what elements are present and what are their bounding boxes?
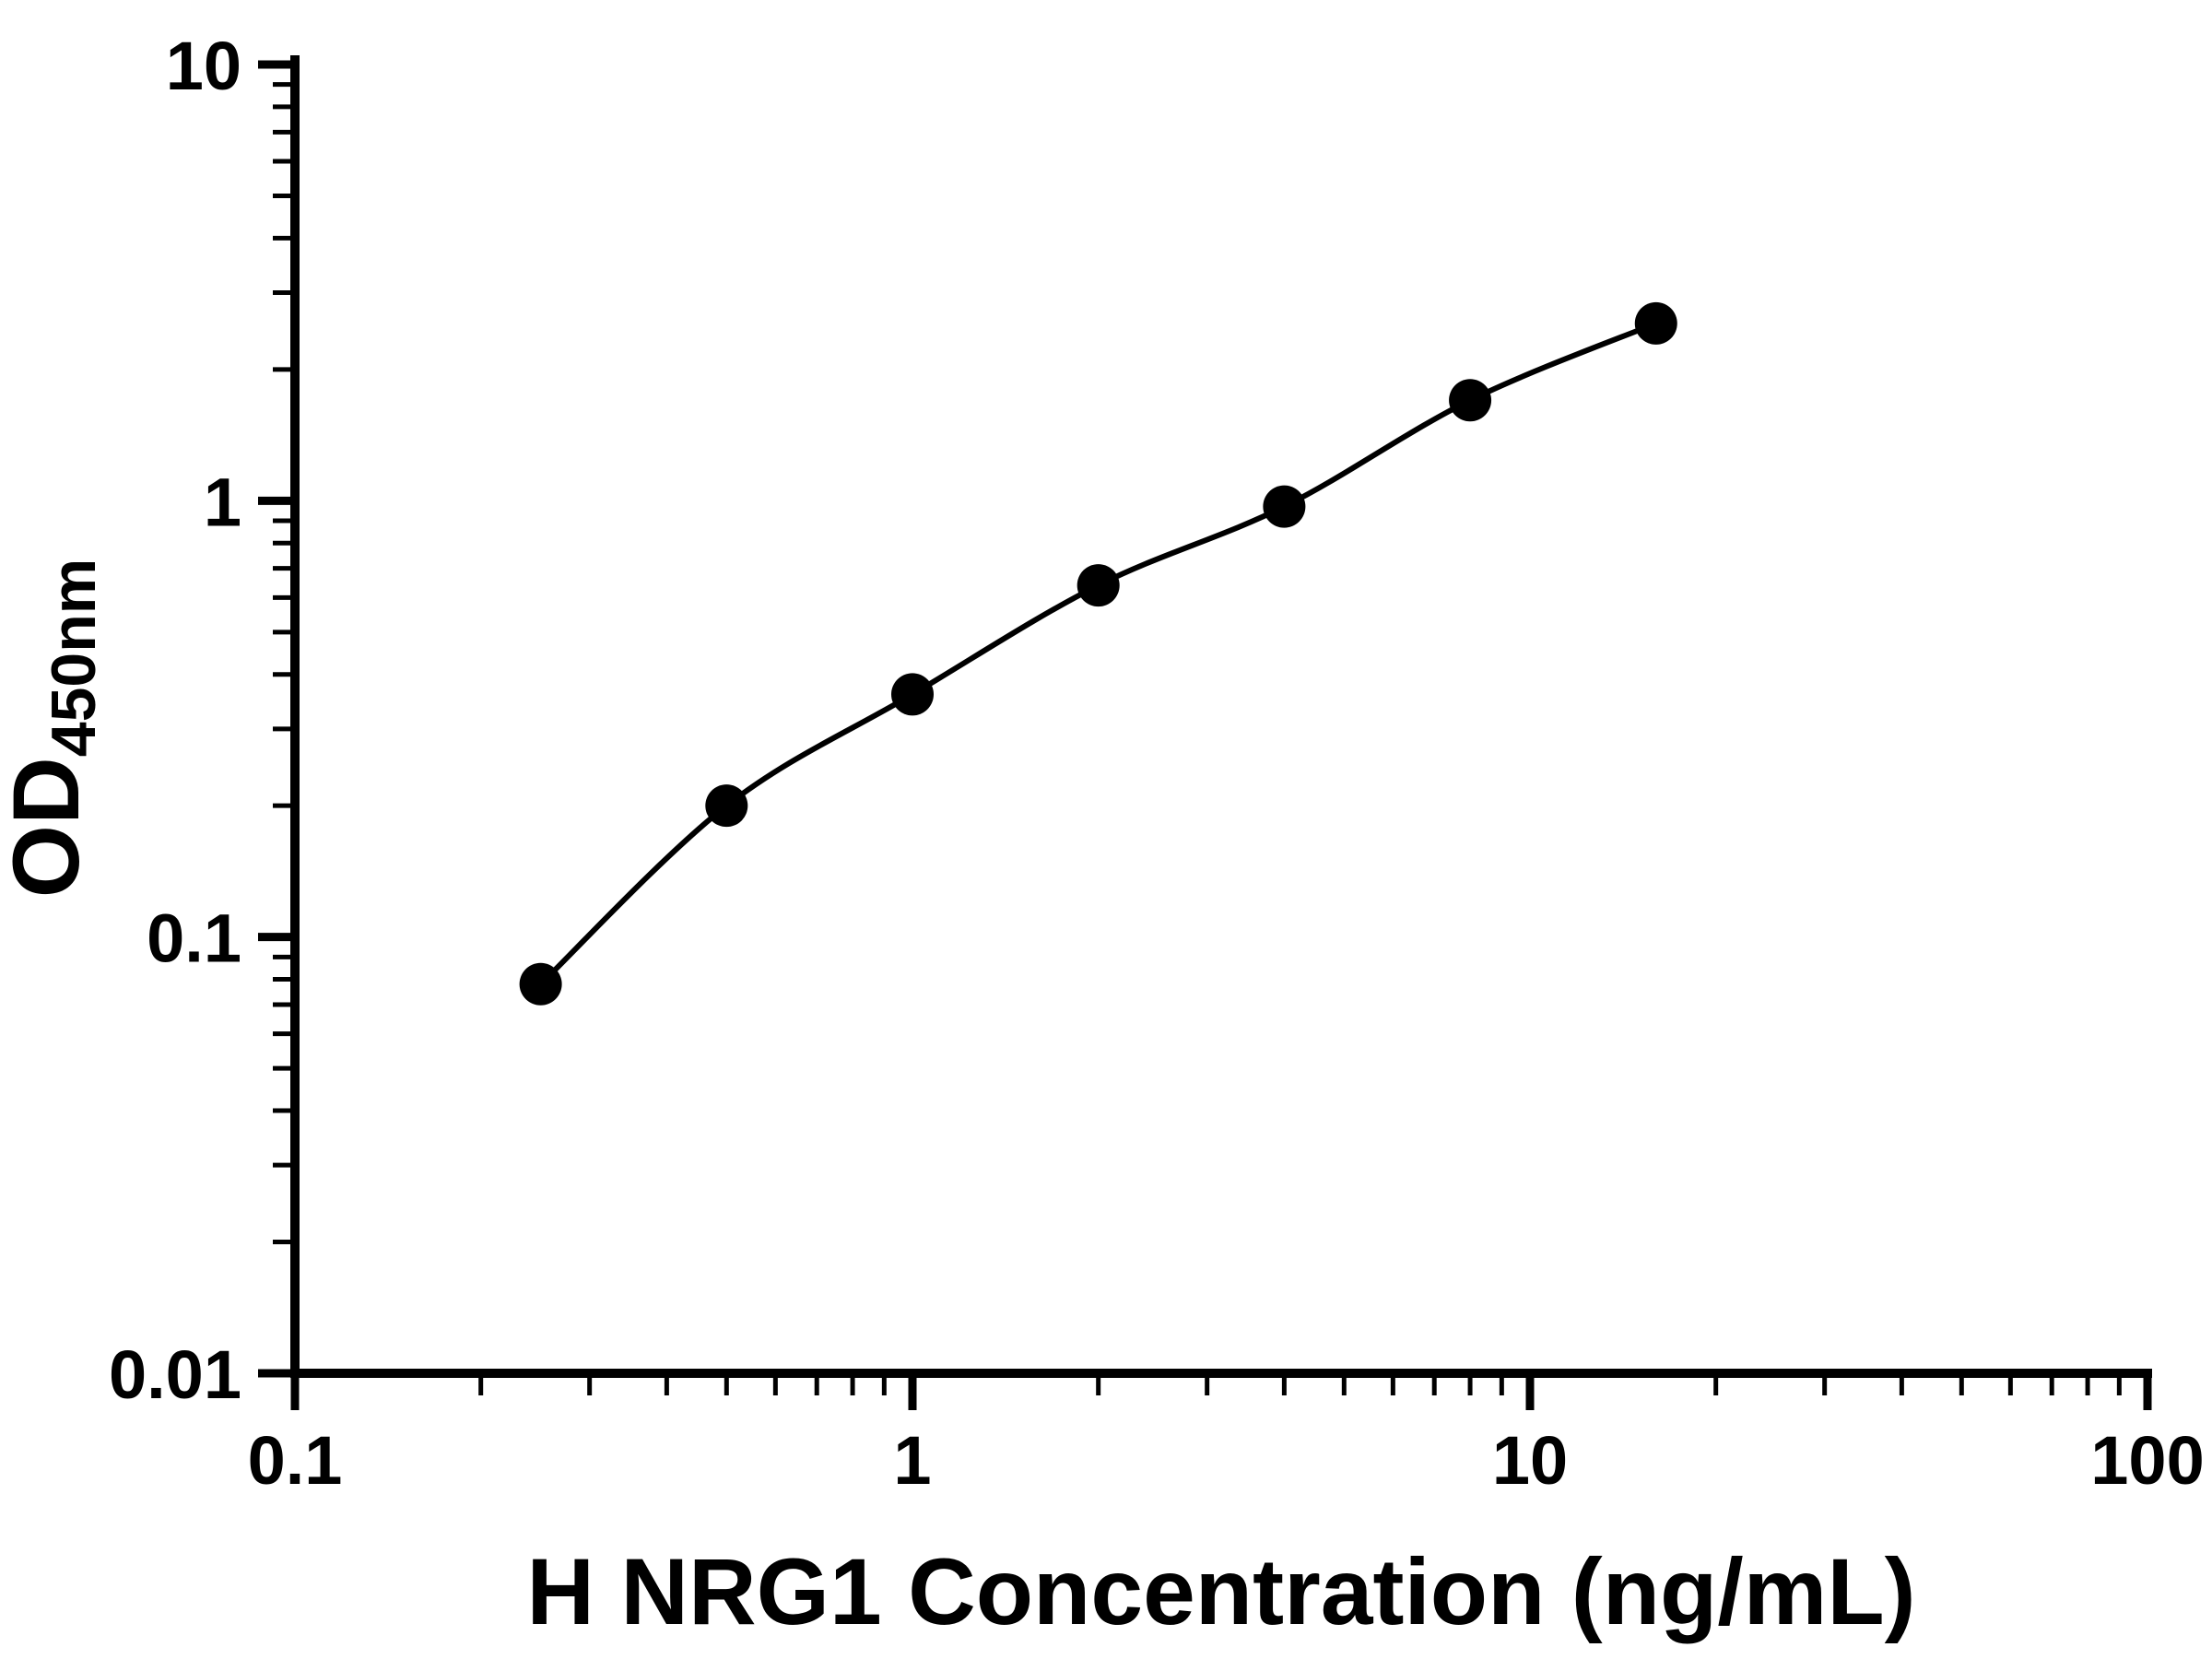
data-point-marker — [705, 784, 748, 828]
x-tick-label: 100 — [2090, 1422, 2204, 1499]
y-tick-label: 0.1 — [147, 900, 241, 977]
y-tick-label: 10 — [166, 28, 241, 104]
fit-curve-group — [538, 321, 1657, 986]
data-point-marker — [1077, 564, 1120, 607]
x-tick-label: 0.1 — [248, 1422, 343, 1499]
y-axis-title: OD450nm — [0, 559, 109, 898]
y-tick-label: 0.01 — [109, 1336, 241, 1413]
x-tick-label: 1 — [893, 1422, 931, 1499]
data-point-marker — [891, 673, 934, 716]
x-tick-label: 10 — [1492, 1422, 1568, 1499]
y-axis-title-main: OD — [0, 757, 99, 898]
data-point-marker — [519, 962, 562, 1006]
x-axis-title: H NRG1 Concentration (ng/mL) — [526, 1539, 1915, 1644]
minor-ticks — [273, 82, 2122, 1395]
fit-curve — [538, 321, 1657, 986]
y-axis-title-subscript: 450nm — [39, 559, 109, 757]
axes — [290, 55, 2152, 1378]
data-point-marker — [1449, 379, 1492, 422]
y-tick-label: 1 — [204, 464, 241, 540]
data-points-group — [519, 301, 1677, 1006]
data-point-marker — [1634, 301, 1677, 345]
axis-lines — [290, 55, 2152, 1378]
major-ticks — [258, 60, 2152, 1410]
data-point-marker — [1263, 485, 1306, 528]
